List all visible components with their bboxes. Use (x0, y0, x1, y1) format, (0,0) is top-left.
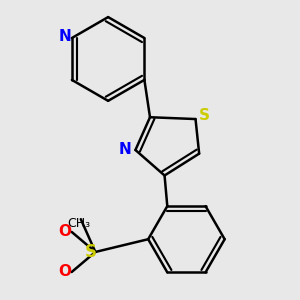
Text: S: S (85, 243, 97, 261)
Text: CH₃: CH₃ (68, 217, 91, 230)
Text: N: N (119, 142, 132, 157)
Text: N: N (59, 29, 72, 44)
Text: O: O (59, 265, 72, 280)
Text: O: O (59, 224, 72, 239)
Text: S: S (199, 108, 210, 123)
